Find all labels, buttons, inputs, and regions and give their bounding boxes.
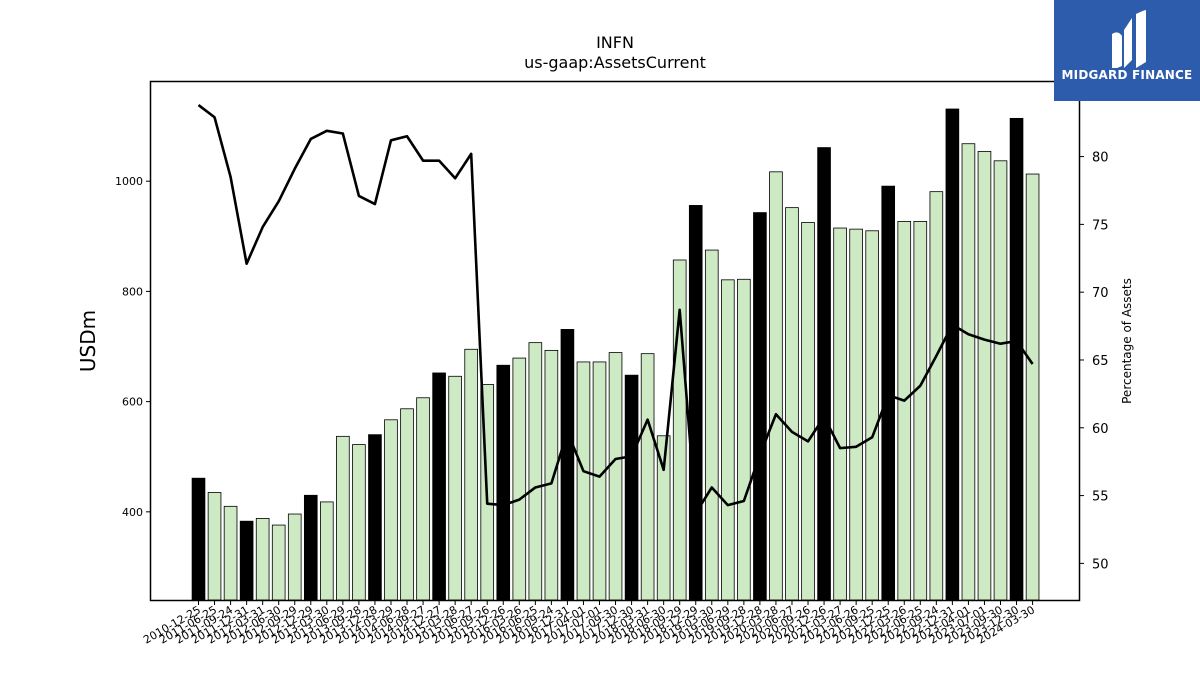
- y2-tick-label: 70: [1092, 286, 1109, 301]
- bar: [849, 228, 863, 601]
- bar: [191, 477, 206, 601]
- bar: [287, 513, 302, 601]
- y2-axis-label: Percentage of Assets: [1120, 278, 1134, 404]
- bar: [785, 207, 799, 601]
- midgard-logo-icon: [1112, 10, 1146, 68]
- bar: [640, 353, 655, 601]
- bar: [544, 349, 559, 601]
- bar: [1009, 117, 1024, 601]
- bar: [993, 160, 1008, 601]
- bar: [769, 171, 783, 601]
- plot-frame: [149, 80, 1081, 602]
- y-tick-label: 400: [122, 506, 143, 519]
- bar: [592, 361, 607, 601]
- bar: [368, 434, 382, 601]
- bar: [336, 435, 350, 601]
- bar: [464, 348, 478, 601]
- bar: [512, 357, 527, 601]
- bar: [881, 185, 896, 601]
- bar: [352, 444, 366, 601]
- y-tick-label: 1000: [115, 175, 143, 188]
- bar: [239, 520, 254, 601]
- bar: [737, 278, 751, 601]
- chart-subtitle: us-gaap:AssetsCurrent: [524, 53, 706, 72]
- bar: [624, 374, 639, 601]
- bar: [528, 342, 543, 601]
- bar: [271, 524, 286, 601]
- brand-logo: MIDGARD FINANCE: [1054, 0, 1200, 101]
- bar: [496, 364, 511, 601]
- y2-tick-label: 60: [1092, 422, 1109, 437]
- bar: [929, 191, 944, 601]
- y-tick-label: 800: [122, 285, 143, 298]
- bar: [608, 352, 623, 601]
- bar: [961, 143, 976, 601]
- y2-tick-label: 80: [1092, 151, 1109, 166]
- brand-name: MIDGARD FINANCE: [1061, 68, 1193, 82]
- bar: [384, 419, 398, 601]
- bar: [817, 147, 831, 601]
- axes-group: 4006008001000505560657075802010-12-25201…: [115, 151, 1109, 647]
- bar: [704, 249, 719, 601]
- bar: [223, 505, 238, 601]
- bar-group: [191, 108, 1040, 601]
- bar: [303, 494, 318, 601]
- bar: [897, 221, 912, 601]
- bar: [913, 221, 928, 601]
- bar: [833, 227, 847, 601]
- y2-tick-label: 65: [1092, 354, 1109, 369]
- bar: [801, 222, 815, 601]
- bar: [432, 372, 446, 601]
- bar: [207, 492, 222, 601]
- chart-title: INFN: [596, 33, 634, 52]
- bar: [416, 397, 430, 601]
- bar: [753, 212, 767, 601]
- bar: [1025, 173, 1040, 601]
- percentage-line: [197, 104, 1034, 515]
- bar: [977, 151, 992, 601]
- y2-tick-label: 55: [1092, 490, 1109, 505]
- y-axis-label: USDm: [76, 310, 100, 372]
- bar: [688, 205, 703, 601]
- bar: [865, 230, 879, 601]
- bar: [945, 108, 960, 601]
- bar: [560, 329, 575, 601]
- y2-tick-label: 50: [1092, 557, 1109, 572]
- bar: [576, 361, 591, 601]
- y-tick-label: 600: [122, 396, 143, 409]
- bar: [400, 408, 414, 601]
- y2-tick-label: 75: [1092, 218, 1109, 233]
- bar: [448, 375, 462, 601]
- bar: [721, 279, 735, 601]
- line-group: [197, 104, 1034, 515]
- bar: [320, 501, 334, 601]
- bar: [255, 518, 270, 601]
